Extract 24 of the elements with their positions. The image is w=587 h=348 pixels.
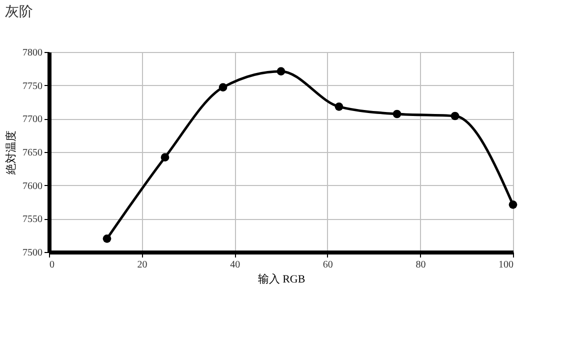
point <box>160 153 170 162</box>
y-tick-label: 7600 <box>22 180 42 192</box>
point <box>218 83 228 92</box>
y-tick-label: 7700 <box>22 114 42 126</box>
y-tick-label: 7650 <box>22 148 42 158</box>
x-tick-label: 80 <box>416 260 426 270</box>
chart-title: 灰阶 <box>5 4 33 20</box>
point <box>102 234 112 243</box>
point <box>392 110 402 118</box>
y-tick-label: 7750 <box>22 80 42 92</box>
point <box>334 102 344 111</box>
point <box>508 200 518 209</box>
x-tick-label: 60 <box>322 260 333 270</box>
x-tick-label: 0 <box>50 260 54 270</box>
point <box>450 112 460 120</box>
point <box>276 67 286 76</box>
x-axis-title: 输入 RGB <box>258 272 306 286</box>
x-tick-label: 20 <box>137 260 148 270</box>
y-tick-label: 7800 <box>22 48 42 58</box>
x-tick-label: 100 <box>498 260 514 270</box>
x-tick-label: 40 <box>230 260 240 270</box>
y-tick-label: 7550 <box>22 214 42 226</box>
y-tick-label: 7500 <box>22 248 42 258</box>
y-axis-title: 絶対温度 <box>4 130 18 176</box>
